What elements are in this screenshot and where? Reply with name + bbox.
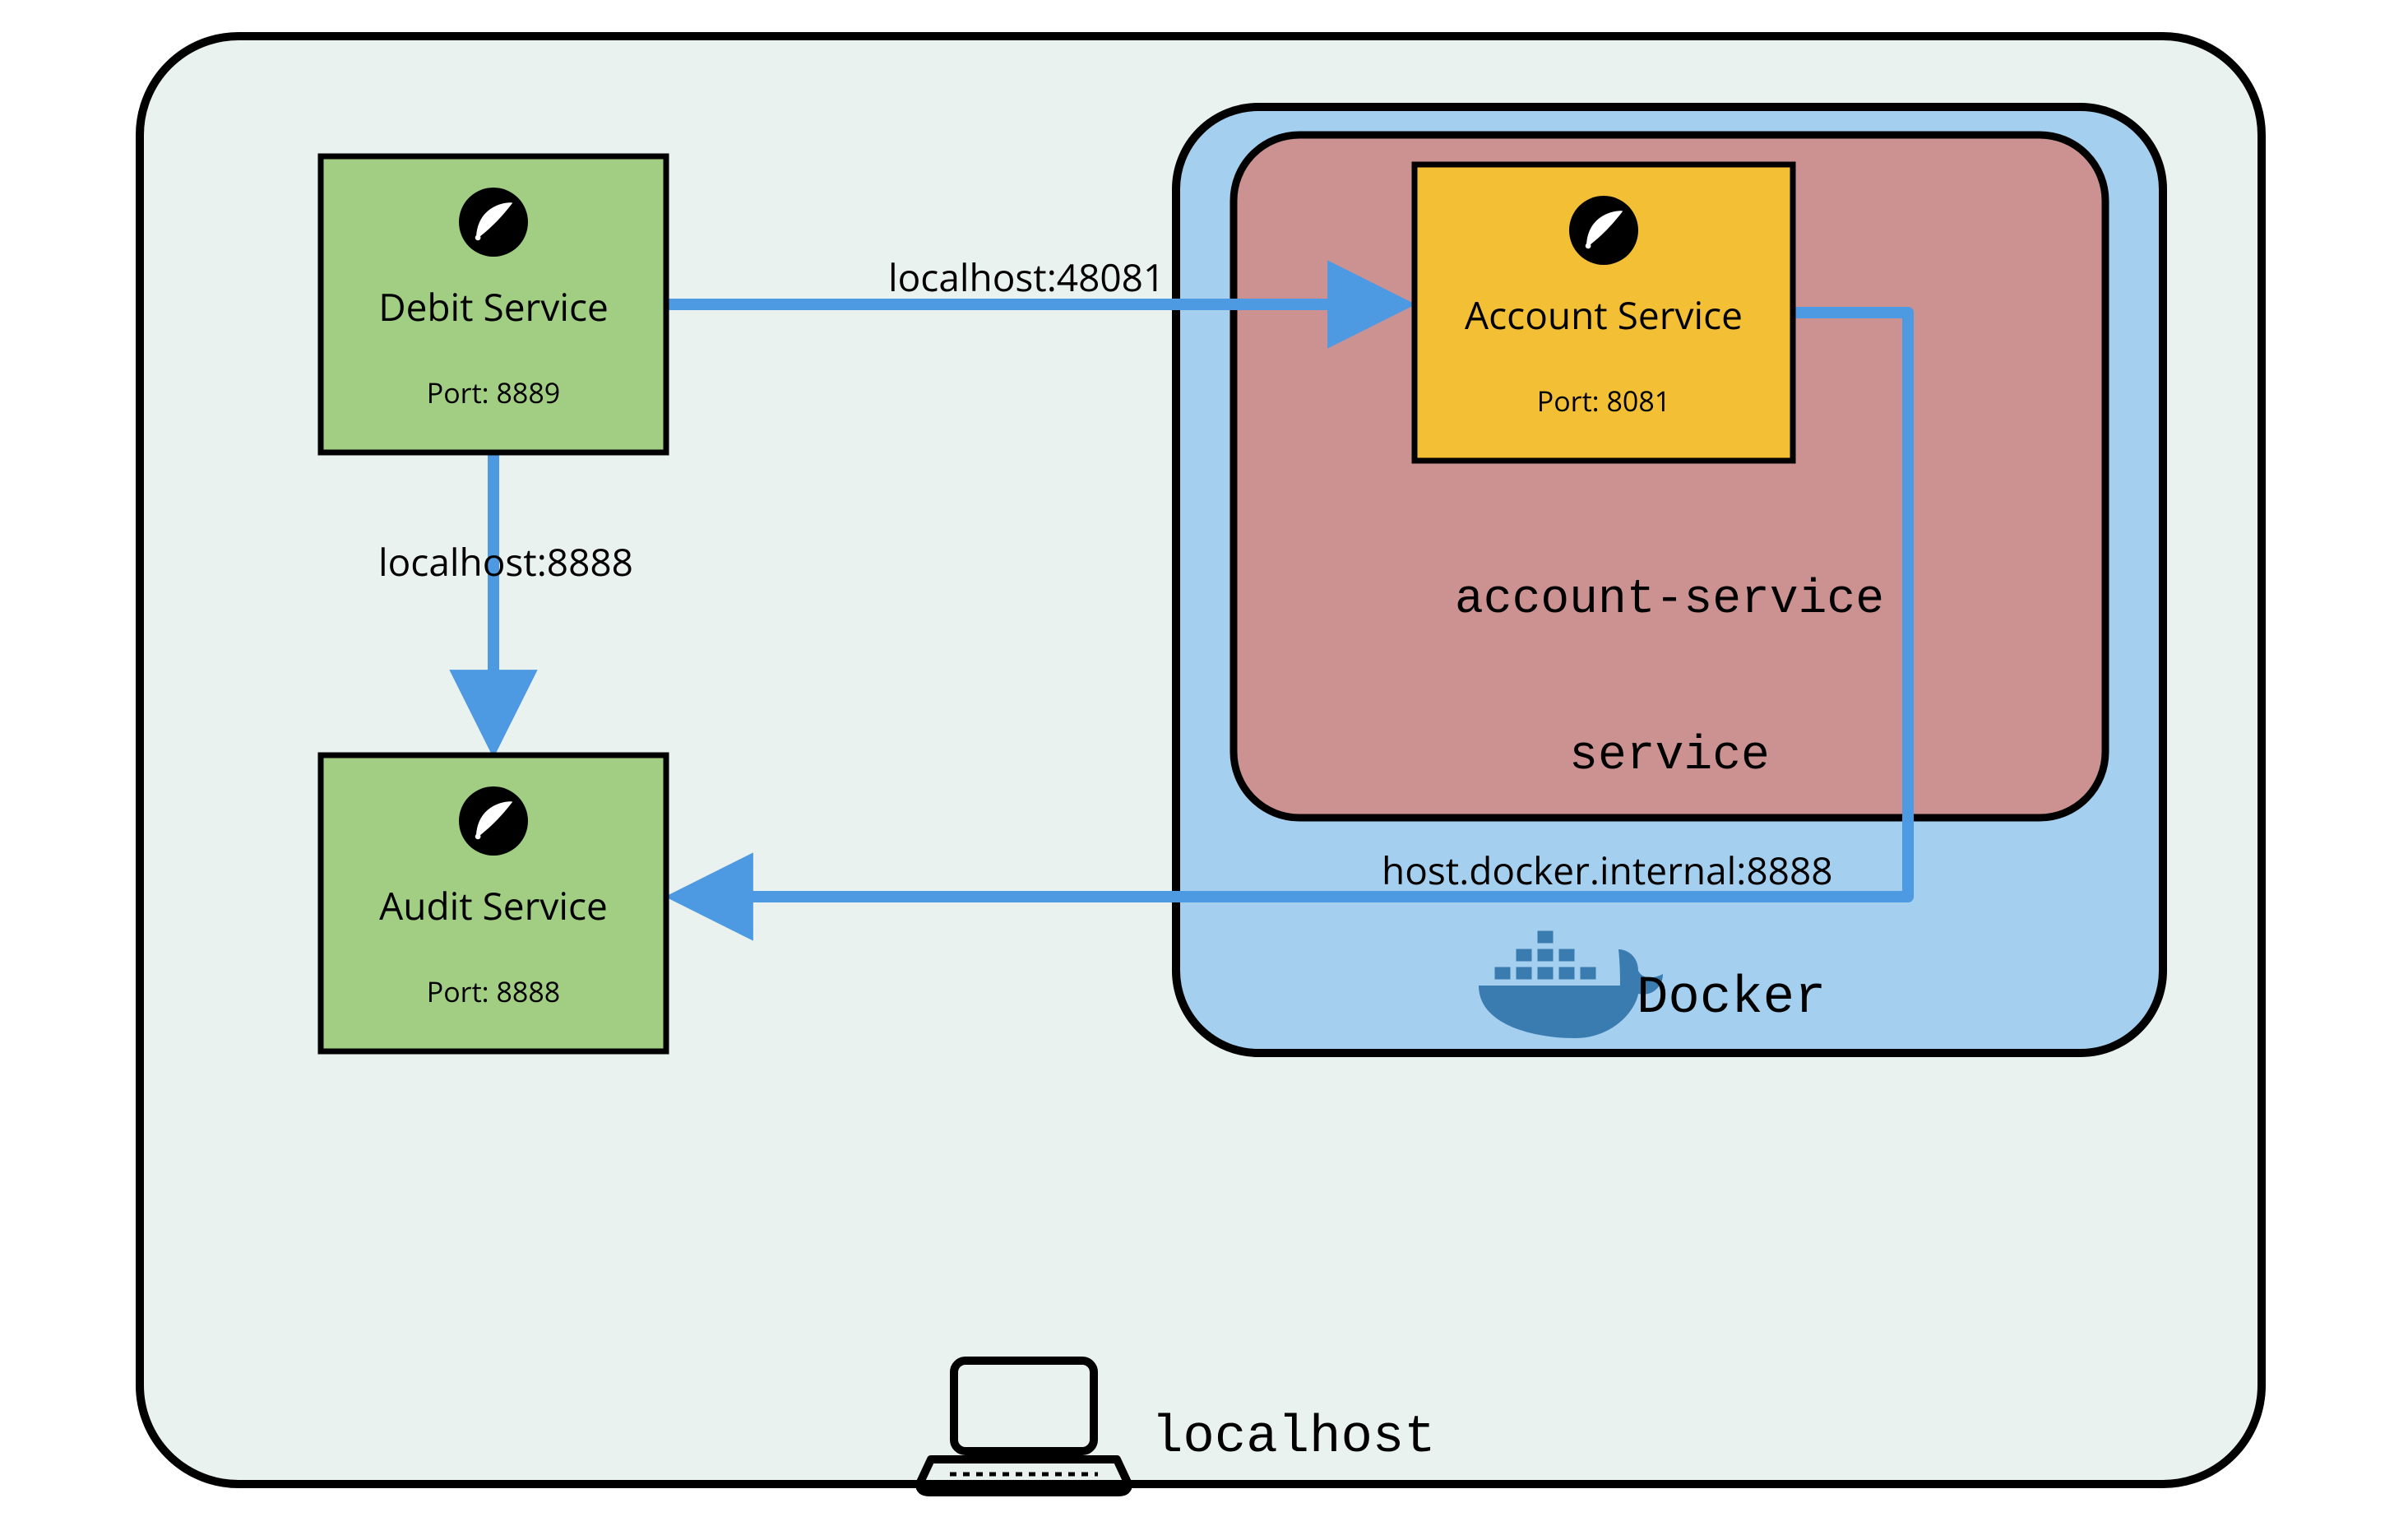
audit-service-node: Audit Service Port: 8888 [321, 755, 666, 1051]
spring-icon [459, 188, 528, 257]
debit-service-node: Debit Service Port: 8889 [321, 156, 666, 452]
debit-service-node-title: Debit Service [378, 281, 609, 332]
edge-label-account_to_audit: host.docker.internal:8888 [1382, 845, 1833, 896]
debit-service-node-port: Port: 8889 [427, 373, 560, 411]
edge-label-debit_to_audit: localhost:8888 [378, 536, 633, 587]
docker-label: Docker [1637, 969, 1826, 1028]
edge-label-debit_to_account: localhost:48081 [888, 252, 1165, 303]
audit-service-node-title: Audit Service [379, 880, 608, 931]
audit-service-node-port: Port: 8888 [427, 972, 560, 1010]
account-service-node-port: Port: 8081 [1537, 382, 1670, 420]
spring-icon [1569, 196, 1638, 265]
account-service-pod-label: account-service [1455, 573, 1884, 627]
account-service-node-title: Account Service [1465, 290, 1743, 341]
localhost-label: localhost [1151, 1408, 1436, 1468]
spring-icon [459, 786, 528, 856]
account-service-node: Account Service Port: 8081 [1415, 165, 1793, 461]
account-service-pod-sublabel: service [1569, 730, 1770, 783]
